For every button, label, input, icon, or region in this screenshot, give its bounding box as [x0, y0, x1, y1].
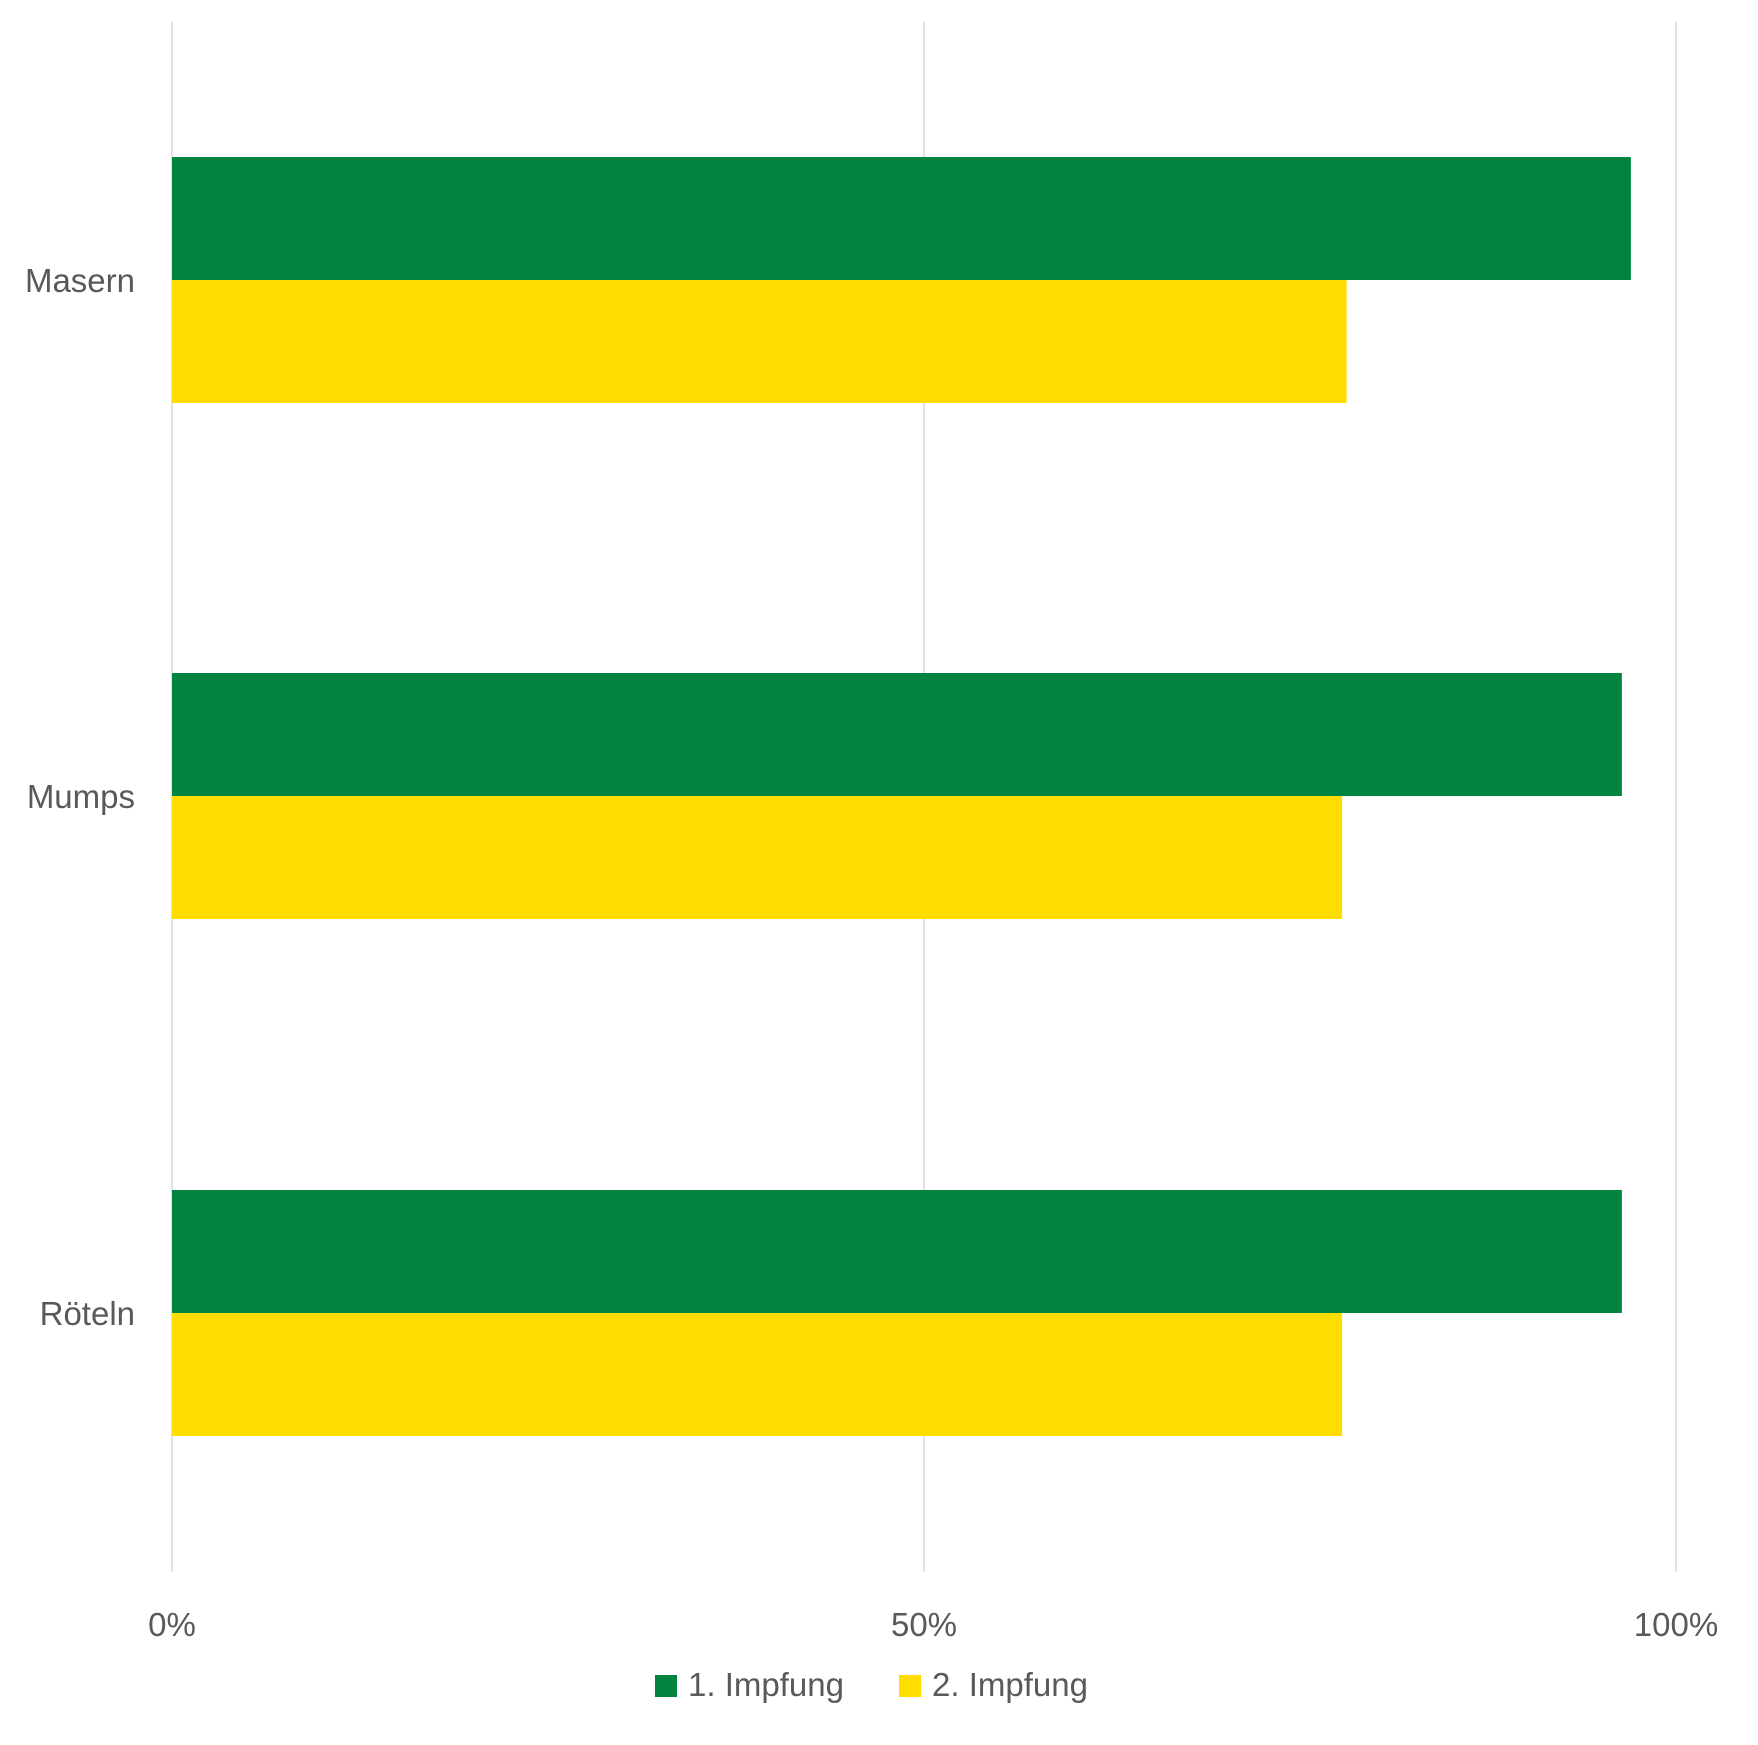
bar-röteln-series-1: [172, 1190, 1622, 1313]
bar-masern-series-1: [172, 157, 1631, 280]
x-tick-label: 50%: [891, 1606, 957, 1643]
legend: 1. Impfung 2. Impfung: [655, 1666, 1088, 1703]
bar-röteln-series-2: [172, 1313, 1343, 1436]
category-label: Masern: [25, 262, 135, 299]
legend-swatch-series-1: [655, 1675, 677, 1697]
bar-mumps-series-2: [172, 796, 1343, 919]
legend-label: 2. Impfung: [932, 1666, 1088, 1703]
legend-label: 1. Impfung: [688, 1666, 844, 1703]
category-labels: Masern Mumps Röteln: [25, 262, 135, 1332]
category-label: Mumps: [27, 778, 135, 815]
x-tick-label: 0%: [148, 1606, 196, 1643]
legend-swatch-series-2: [899, 1675, 921, 1697]
bars: [172, 157, 1631, 1436]
x-tick-labels: 0% 50% 100%: [148, 1606, 1718, 1643]
x-tick-label: 100%: [1634, 1606, 1718, 1643]
bar-mumps-series-1: [172, 673, 1622, 796]
category-label: Röteln: [40, 1295, 135, 1332]
bar-masern-series-2: [172, 280, 1347, 403]
